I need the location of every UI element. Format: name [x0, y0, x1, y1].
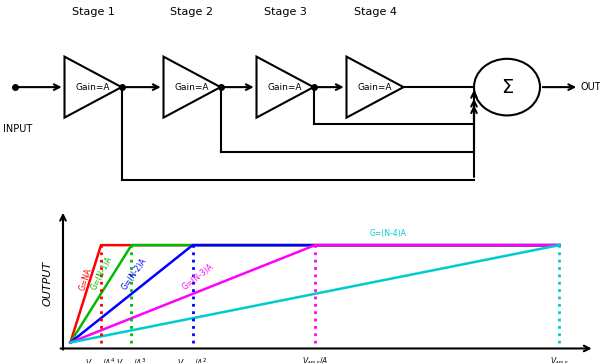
Text: OUTPUT: OUTPUT	[581, 82, 600, 92]
Text: G=(N-3)A: G=(N-3)A	[180, 262, 215, 292]
Text: OUTPUT: OUTPUT	[43, 261, 53, 306]
Text: $V_{MAX}/A$: $V_{MAX}/A$	[302, 356, 328, 363]
Text: G=(N-4)A: G=(N-4)A	[370, 229, 407, 238]
Text: G=(N-1)A: G=(N-1)A	[90, 255, 115, 292]
Text: INPUT: INPUT	[3, 124, 32, 134]
Text: $V_{MAX}$: $V_{MAX}$	[550, 356, 569, 363]
Text: Gain=A: Gain=A	[268, 83, 302, 91]
Text: Stage 2: Stage 2	[170, 7, 214, 17]
Text: G=(N-2)A: G=(N-2)A	[119, 257, 148, 292]
Text: $V_{MAX}/A^4$: $V_{MAX}/A^4$	[85, 356, 116, 363]
Text: G=NA: G=NA	[79, 267, 94, 292]
Text: $V_{MAX}/A^2$: $V_{MAX}/A^2$	[177, 356, 208, 363]
Text: Gain=A: Gain=A	[76, 83, 110, 91]
Text: Stage 1: Stage 1	[71, 7, 115, 17]
Text: Stage 4: Stage 4	[353, 7, 397, 17]
Text: Gain=A: Gain=A	[358, 83, 392, 91]
Text: Σ: Σ	[501, 78, 513, 97]
Text: Gain=A: Gain=A	[175, 83, 209, 91]
Text: Stage 3: Stage 3	[263, 7, 307, 17]
Text: $V_{MAX}/A^3$: $V_{MAX}/A^3$	[116, 356, 147, 363]
